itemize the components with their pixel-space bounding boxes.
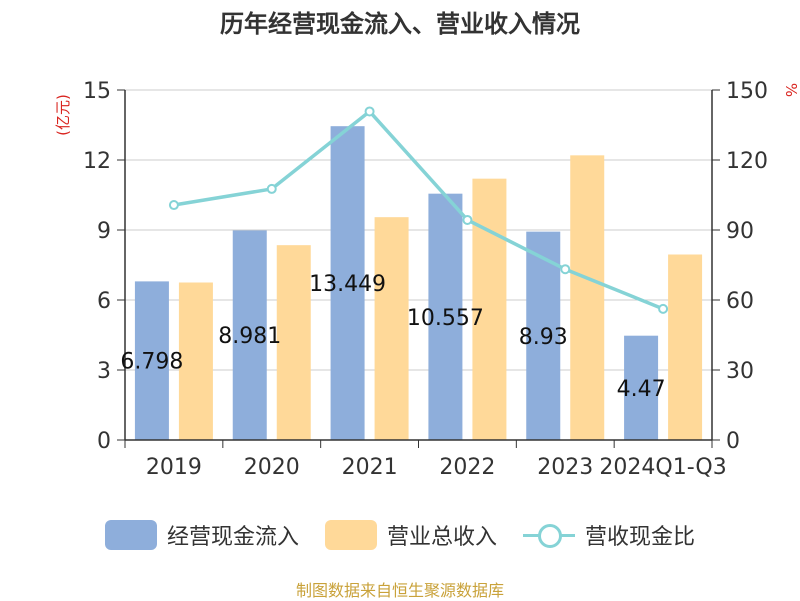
bar-revenue <box>276 245 311 440</box>
y-right-axis-label: % <box>782 83 800 97</box>
x-tick-label: 2019 <box>146 455 202 480</box>
x-tick-label: 2021 <box>342 455 398 480</box>
x-tick-label: 2023 <box>537 455 593 480</box>
legend-item-ratio[interactable]: 营收现金比 <box>523 519 695 551</box>
bar-cash-inflow <box>330 126 365 440</box>
data-label-cash-inflow: 10.557 <box>407 306 484 331</box>
line-ratio-point <box>658 303 669 314</box>
bar-revenue <box>178 282 213 440</box>
line-ratio-series <box>173 109 664 311</box>
bar-cash-inflow <box>134 281 169 440</box>
legend-swatch-ratio <box>523 520 575 550</box>
y-right-tick-label: 150 <box>726 79 768 104</box>
line-ratio-point <box>168 200 179 211</box>
y-left-tick-label: 0 <box>97 429 111 454</box>
y-left-tick-label: 6 <box>97 289 111 314</box>
bar-revenue <box>668 254 703 440</box>
line-ratio-point <box>560 264 571 275</box>
y-right-tick-label: 30 <box>726 359 754 384</box>
data-label-cash-inflow: 8.93 <box>519 325 568 350</box>
data-label-cash-inflow: 13.449 <box>309 272 386 297</box>
data-label-cash-inflow: 4.47 <box>617 377 666 402</box>
legend: 经营现金流入 营业总收入 营收现金比 <box>0 517 800 553</box>
legend-item-revenue[interactable]: 营业总收入 <box>324 519 497 551</box>
bar-cash-inflow <box>232 230 267 440</box>
legend-item-cash-inflow[interactable]: 经营现金流入 <box>104 519 299 551</box>
bar-revenue <box>472 178 507 440</box>
line-ratio-point <box>266 183 277 194</box>
y-right-tick-label: 90 <box>726 219 754 244</box>
line-ratio-point <box>364 106 375 117</box>
x-tick-label: 2024Q1-Q3 <box>599 455 726 480</box>
y-right-tick-label: 120 <box>726 149 768 174</box>
legend-label-ratio: 营收现金比 <box>585 525 696 550</box>
line-ratio-point <box>462 214 473 225</box>
x-tick-label: 2020 <box>244 455 300 480</box>
y-left-axis-label: (亿元) <box>54 94 72 136</box>
source-note: 制图数据来自恒生聚源数据库 <box>295 581 504 600</box>
x-tick-label: 2022 <box>439 455 495 480</box>
y-left-tick-label: 9 <box>97 219 111 244</box>
legend-label-revenue: 营业总收入 <box>386 525 497 550</box>
legend-label-cash-inflow: 经营现金流入 <box>166 525 299 550</box>
chart-title: 历年经营现金流入、营业收入情况 <box>220 10 580 38</box>
legend-swatch-revenue <box>324 520 377 550</box>
bar-revenue <box>570 155 605 441</box>
y-right-tick-label: 60 <box>726 289 754 314</box>
bar-revenue <box>374 217 409 440</box>
legend-swatch-cash-inflow <box>104 520 157 550</box>
y-left-tick-label: 15 <box>83 79 111 104</box>
data-label-cash-inflow: 8.981 <box>218 324 281 349</box>
bar-cash-inflow <box>624 335 659 440</box>
y-left-tick-label: 3 <box>97 359 111 384</box>
y-left-tick-label: 12 <box>83 149 111 174</box>
bar-cash-inflow <box>428 193 463 440</box>
y-right-tick-label: 0 <box>726 429 740 454</box>
data-label-cash-inflow: 6.798 <box>120 350 183 375</box>
bar-cash-inflow <box>526 231 561 440</box>
